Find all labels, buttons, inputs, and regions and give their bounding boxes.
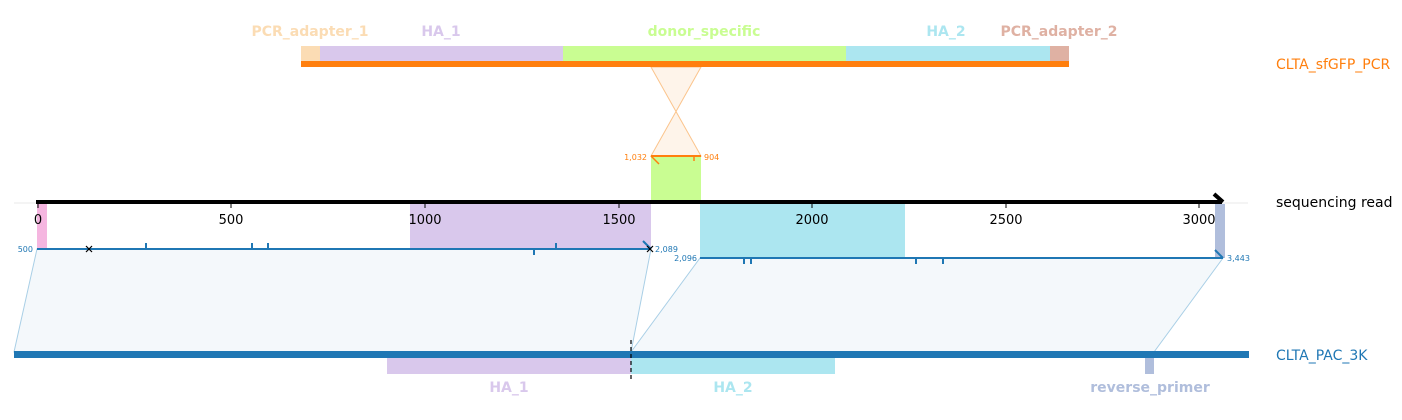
top-alignment-end-label: 904 bbox=[704, 153, 719, 162]
top-to-read-connection bbox=[650, 66, 702, 157]
deletion-mark bbox=[646, 245, 654, 253]
track-name-read: sequencing read bbox=[1276, 195, 1392, 211]
left-alignment-start-label: 500 bbox=[18, 245, 33, 254]
top-label-pcr-adapter-2: PCR_adapter_2 bbox=[1000, 24, 1117, 40]
tick-label-2500: 2500 bbox=[989, 213, 1022, 228]
tick-label-1500: 1500 bbox=[602, 213, 635, 228]
tick-label-3000: 3000 bbox=[1182, 213, 1215, 228]
top-construct-bar[interactable] bbox=[301, 61, 1069, 67]
top-label-ha-2: HA_2 bbox=[926, 24, 965, 40]
top-feature-donor-specific[interactable] bbox=[563, 46, 846, 61]
top-feature-ha-2[interactable] bbox=[846, 46, 1050, 61]
top-feature-pcr-adapter-1[interactable] bbox=[301, 46, 320, 61]
bottom-label-ha-2: HA_2 bbox=[713, 380, 752, 396]
top-label-ha-1: HA_1 bbox=[421, 24, 460, 40]
right-alignment-start-label: 2,096 bbox=[674, 254, 697, 263]
bottom-feature-ha-2[interactable] bbox=[631, 358, 835, 374]
top-alignment-start-label: 1,032 bbox=[624, 153, 647, 162]
tick-label-1000: 1000 bbox=[408, 213, 441, 228]
bottom-feature-reverse-primer[interactable] bbox=[1145, 358, 1154, 374]
top-feature-pcr-adapter-2[interactable] bbox=[1050, 46, 1069, 61]
left-connection bbox=[13, 248, 652, 353]
bottom-label-ha-1: HA_1 bbox=[489, 380, 528, 396]
top-label-donor-specific: donor_specific bbox=[648, 24, 761, 40]
alignment-end-hook bbox=[642, 240, 652, 250]
alignment-end-hook bbox=[1214, 249, 1224, 259]
right-alignment-end-label: 3,443 bbox=[1227, 254, 1250, 263]
top-alignment-start-hook bbox=[650, 155, 660, 165]
tick-label-0: 0 bbox=[34, 213, 42, 228]
read-feature-ha-1 bbox=[410, 204, 651, 249]
track-name-top: CLTA_sfGFP_PCR bbox=[1276, 57, 1390, 73]
deletion-mark bbox=[85, 245, 93, 253]
read-axis-arrowhead bbox=[1212, 192, 1225, 204]
tick-label-2000: 2000 bbox=[795, 213, 828, 228]
track-name-bottom: CLTA_PAC_3K bbox=[1276, 348, 1368, 364]
top-feature-ha-1[interactable] bbox=[320, 46, 563, 61]
read-feature-ha-2 bbox=[700, 204, 905, 258]
read-feature-reverse-primer bbox=[1215, 204, 1225, 258]
bottom-label-reverse-primer: reverse_primer bbox=[1090, 380, 1210, 396]
top-label-pcr-adapter-1: PCR_adapter_1 bbox=[251, 24, 368, 40]
tick-label-500: 500 bbox=[219, 213, 244, 228]
bottom-feature-ha-1[interactable] bbox=[387, 358, 631, 374]
right-alignment-marks bbox=[743, 249, 1224, 264]
read-axis-ticks: 0 500 1000 1500 2000 2500 3000 bbox=[34, 204, 1216, 228]
read-feature-pink bbox=[37, 204, 47, 249]
left-alignment-end-label: 2,089 bbox=[655, 245, 678, 254]
left-alignment-marks bbox=[145, 240, 652, 255]
right-connection bbox=[630, 257, 1224, 353]
